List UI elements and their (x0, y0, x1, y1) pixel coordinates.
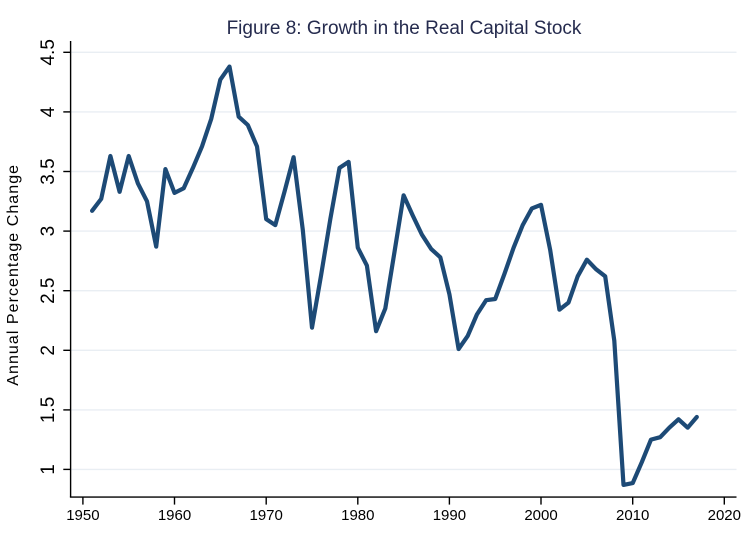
svg-text:Annual Percentage Change: Annual Percentage Change (5, 164, 22, 386)
svg-text:Figure 8: Growth in the Real C: Figure 8: Growth in the Real Capital Sto… (227, 18, 582, 39)
svg-text:3.5: 3.5 (38, 158, 59, 184)
svg-text:2020: 2020 (708, 507, 741, 524)
svg-text:1970: 1970 (250, 507, 283, 524)
svg-text:4: 4 (38, 106, 59, 117)
svg-text:2.5: 2.5 (38, 277, 59, 303)
svg-text:1: 1 (38, 464, 59, 475)
svg-text:3: 3 (38, 226, 59, 237)
svg-text:4.5: 4.5 (38, 39, 59, 65)
svg-text:2000: 2000 (524, 507, 557, 524)
svg-text:1.5: 1.5 (38, 397, 59, 423)
svg-text:1990: 1990 (433, 507, 466, 524)
svg-text:1960: 1960 (158, 507, 191, 524)
svg-text:2010: 2010 (616, 507, 649, 524)
svg-text:1980: 1980 (341, 507, 374, 524)
svg-text:2: 2 (38, 345, 59, 356)
svg-text:1950: 1950 (66, 507, 99, 524)
